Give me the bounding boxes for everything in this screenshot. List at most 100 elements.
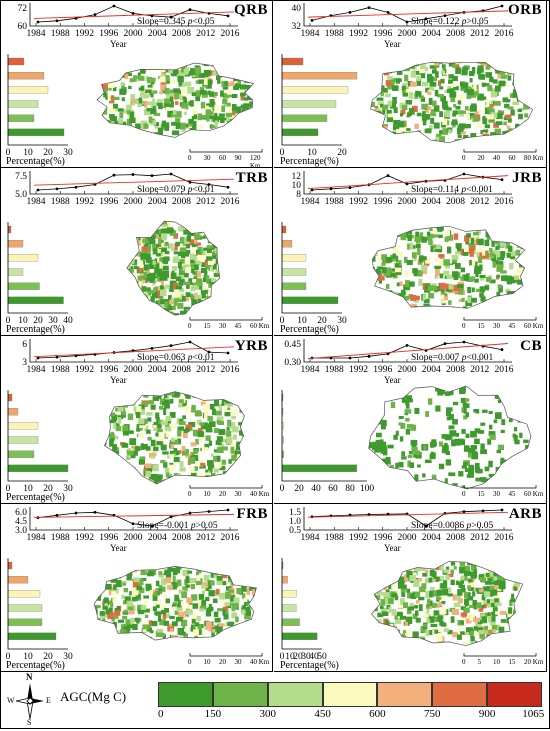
map-cell [158, 237, 162, 245]
map-cell [437, 616, 443, 622]
map-cell [141, 481, 145, 484]
map-cell [262, 606, 269, 613]
map-cell [148, 570, 155, 576]
map-cell [468, 242, 475, 247]
map-cell [448, 260, 453, 264]
map-cell [531, 632, 535, 639]
map-cell [362, 87, 368, 93]
map-cell [460, 584, 465, 592]
map-cell [92, 108, 97, 113]
map-cell [131, 483, 138, 484]
map-cell [196, 242, 201, 246]
map-cell [219, 465, 226, 471]
map-cell [463, 415, 468, 420]
map-cell [151, 455, 155, 459]
map-cell [535, 90, 540, 96]
map-cell [492, 561, 497, 568]
map-cell [185, 424, 193, 430]
map-cell [119, 112, 124, 119]
map-cell [112, 86, 117, 92]
map-cell [117, 406, 124, 412]
map-cell [429, 453, 436, 460]
map-cell [201, 637, 209, 641]
map-cell [372, 266, 375, 273]
map-cell [143, 622, 147, 627]
series-point [348, 186, 352, 189]
map-cell [409, 575, 416, 582]
map-cell [129, 134, 134, 138]
map-cell [510, 255, 515, 260]
map-cell [370, 108, 372, 116]
map-cell [530, 560, 535, 565]
map-cell [196, 615, 201, 622]
map-cell [486, 107, 493, 111]
map-cell [158, 571, 163, 575]
map-cell [396, 245, 400, 249]
map-cell [488, 625, 495, 631]
map-cell [491, 624, 498, 631]
map-cell [364, 115, 367, 120]
map-cell [422, 572, 428, 577]
map-cell [526, 131, 533, 138]
percentage-bar [7, 86, 49, 94]
pct-tick-label: 10 [307, 148, 317, 158]
map-cell [109, 107, 116, 113]
pct-tick-label: 10 [285, 652, 295, 662]
map-cell [452, 401, 459, 406]
map-cell [258, 87, 261, 90]
map-cell [234, 67, 238, 72]
map-cell [119, 474, 127, 481]
map-cell [230, 468, 236, 472]
map-cell [128, 130, 134, 135]
map-cell [436, 307, 441, 309]
map-cell [163, 408, 167, 415]
map-cell [222, 606, 228, 610]
map-cell [222, 240, 225, 247]
map-cell [161, 242, 169, 247]
basin-code: ORB [507, 2, 542, 18]
map-cell [379, 441, 387, 448]
map-cell [200, 401, 206, 406]
pct-tick-label: 30 [63, 652, 73, 662]
map-cell [154, 599, 162, 606]
series-point [55, 355, 59, 359]
map-cell [147, 306, 154, 313]
map-cell [212, 235, 217, 242]
map-cell [141, 568, 146, 574]
percentage-bar [7, 561, 13, 570]
map-cell [479, 274, 486, 278]
map-cell [133, 265, 138, 270]
map-cell [393, 478, 400, 485]
map-cell [125, 478, 130, 483]
map-cell [453, 566, 457, 570]
map-cell [97, 84, 101, 90]
map-cell [514, 427, 518, 432]
map-cell [128, 477, 134, 484]
map-cell [457, 626, 462, 633]
map-cell [175, 276, 182, 282]
map-cell [114, 642, 121, 647]
basin-code: ARB [508, 506, 542, 522]
map-cell [401, 308, 407, 309]
map-cell [450, 579, 455, 585]
scale-label: 30 [219, 322, 226, 330]
bar-axes [7, 222, 68, 314]
map-cell [104, 427, 108, 431]
map-cell [86, 608, 89, 615]
map-cell [130, 240, 134, 246]
scale-label: 45 [508, 490, 516, 498]
map-cell [474, 278, 479, 283]
map-cell [455, 67, 461, 74]
map-cell [409, 478, 417, 485]
map-cell [458, 471, 464, 477]
map-cell [181, 445, 186, 451]
south-label: S [27, 718, 32, 727]
map-cell [400, 587, 406, 593]
map-cell [215, 234, 220, 242]
map-cell [164, 594, 168, 599]
map-cell [208, 590, 215, 597]
map-cell [391, 268, 398, 272]
map-cell [98, 642, 102, 649]
map-cell [445, 120, 450, 126]
map-cell [251, 63, 254, 68]
